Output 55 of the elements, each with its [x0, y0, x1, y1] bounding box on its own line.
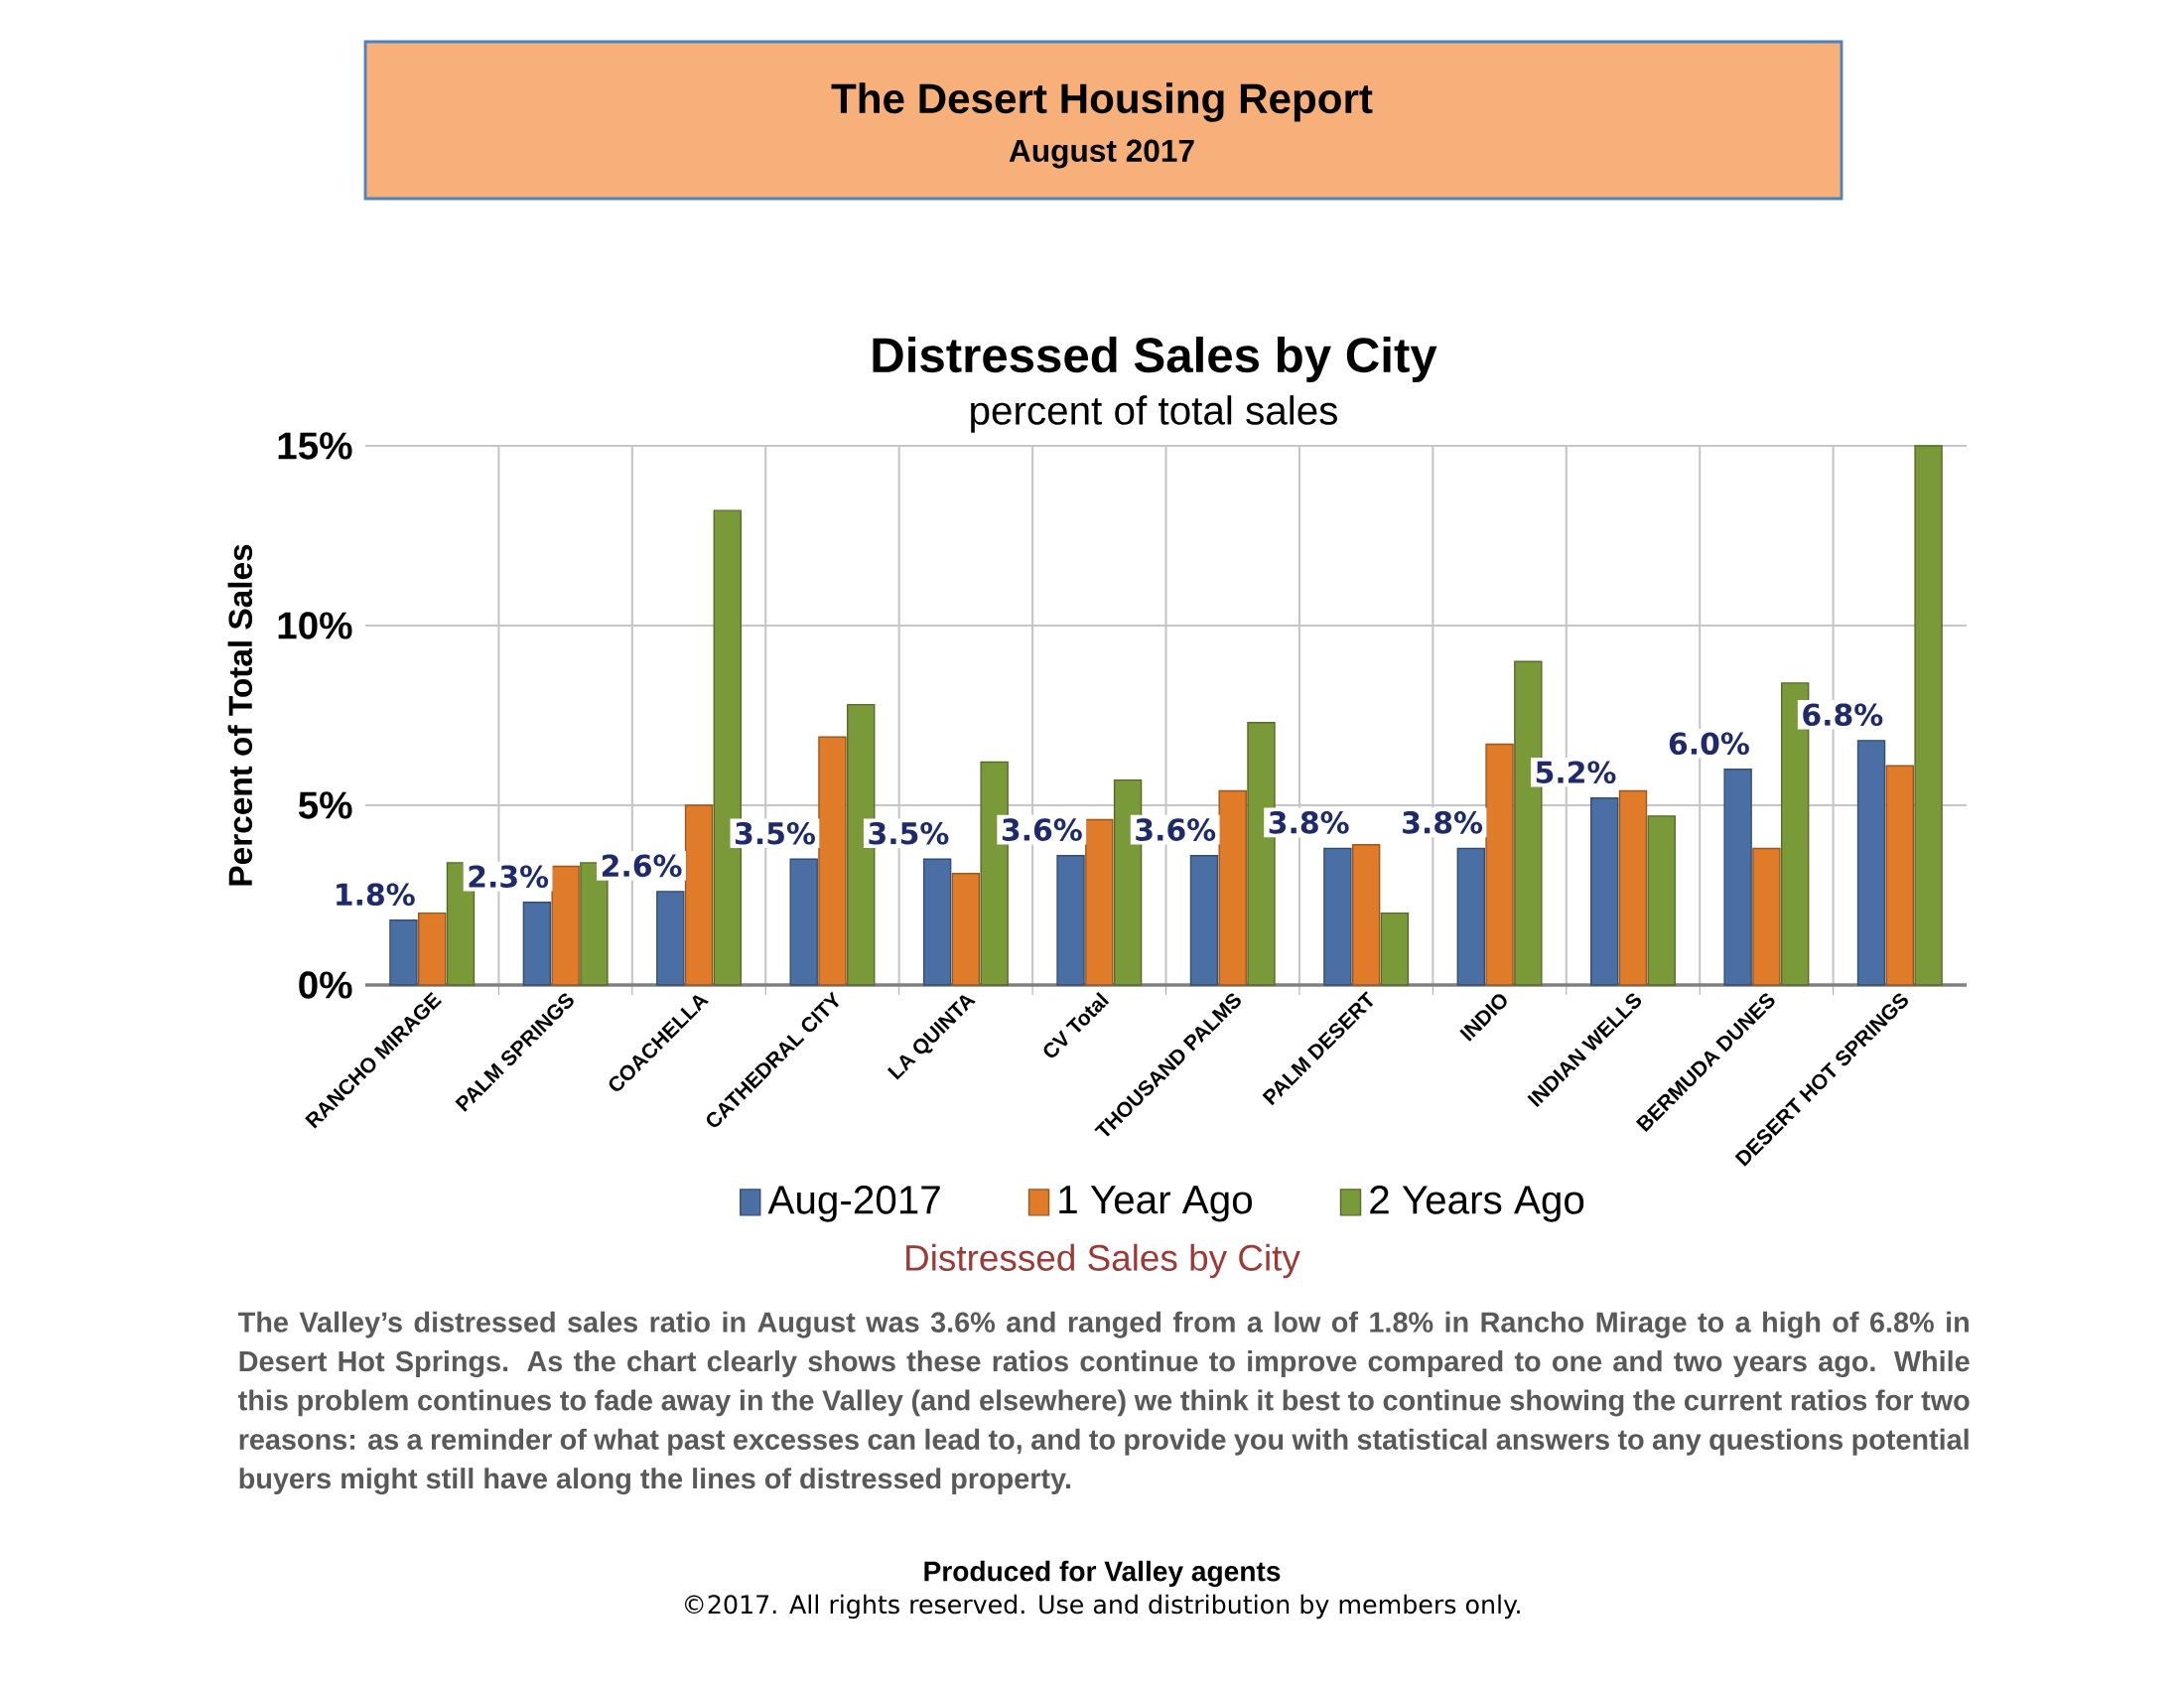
chart-subtitle: percent of total sales	[971, 395, 1337, 433]
data-label: 3.8%	[1269, 811, 1349, 834]
bar	[551, 865, 580, 986]
bar	[1218, 789, 1247, 986]
bar	[818, 736, 847, 986]
data-label: 6.8%	[1803, 703, 1883, 727]
y-tick-label: 10%	[278, 612, 352, 639]
bar	[1351, 844, 1381, 986]
data-label: 6.0%	[1669, 732, 1749, 756]
bar	[1856, 740, 1886, 986]
chart-title: Distressed Sales by City	[873, 337, 1437, 382]
legend-label: Aug-2017	[767, 1186, 940, 1222]
data-label: 3.6%	[1002, 818, 1082, 841]
y-axis-title: Percent of Total Sales	[227, 544, 253, 886]
y-tick-label: 15%	[278, 432, 352, 460]
data-label: 2.3%	[469, 865, 549, 888]
bar	[418, 912, 447, 986]
bar	[389, 919, 418, 986]
bar	[656, 891, 685, 986]
data-label: 3.8%	[1403, 811, 1483, 834]
bar	[1618, 789, 1648, 986]
text: The Valley’s distressed sales ratio in August was 3.6% and ranged from a low of 1.8% in Rancho Mirage to a high of 6.8% in Desert Hot Springs. As the chart clearly shows these ratios continue to improve compared to one and two years ago. While this problem continues to fade away in the Valley (and elsewhere) we think it best to continue showing the current ratios for two reasons: as a reminder of what past excesses can lead to, and to provide you with statistical answers to any questions potential buyers might still have along the lines of distressed property.	[238, 1311, 1970, 1495]
legend-label: 1 Year Ago	[1059, 1186, 1252, 1222]
data-label: 3.6%	[1136, 818, 1216, 841]
bar	[684, 804, 714, 986]
bar	[1485, 743, 1514, 986]
bar	[1590, 797, 1619, 986]
text: ©2017. All rights reserved. Use and distribution by members only.	[685, 1594, 1520, 1619]
bar	[1085, 818, 1114, 986]
bar	[1189, 854, 1219, 986]
data-label: 3.5%	[736, 821, 815, 845]
bar	[1885, 765, 1915, 986]
data-label: 1.8%	[337, 883, 415, 907]
bar	[951, 873, 981, 986]
bar	[1456, 847, 1486, 986]
text: August 2017	[1009, 139, 1194, 169]
bar	[1323, 847, 1352, 986]
bar	[922, 858, 952, 986]
text: The Desert Housing Report	[831, 82, 1373, 122]
y-tick-label: 5%	[298, 791, 352, 819]
text: Distressed Sales by City	[906, 1243, 1300, 1279]
data-label: 3.5%	[869, 821, 949, 845]
bar	[1056, 854, 1085, 986]
bar	[1914, 445, 1943, 986]
bar	[789, 858, 818, 986]
data-label: 5.2%	[1536, 761, 1616, 784]
bar	[1723, 769, 1752, 986]
data-label: 2.6%	[603, 854, 682, 878]
y-tick-label: 0%	[299, 971, 352, 999]
bar	[1647, 815, 1676, 986]
bar	[1752, 847, 1781, 986]
text: Produced for Valley agents	[924, 1560, 1281, 1588]
bar	[1380, 912, 1410, 986]
bar	[522, 902, 552, 986]
legend-label: 2 Years Ago	[1370, 1186, 1584, 1222]
